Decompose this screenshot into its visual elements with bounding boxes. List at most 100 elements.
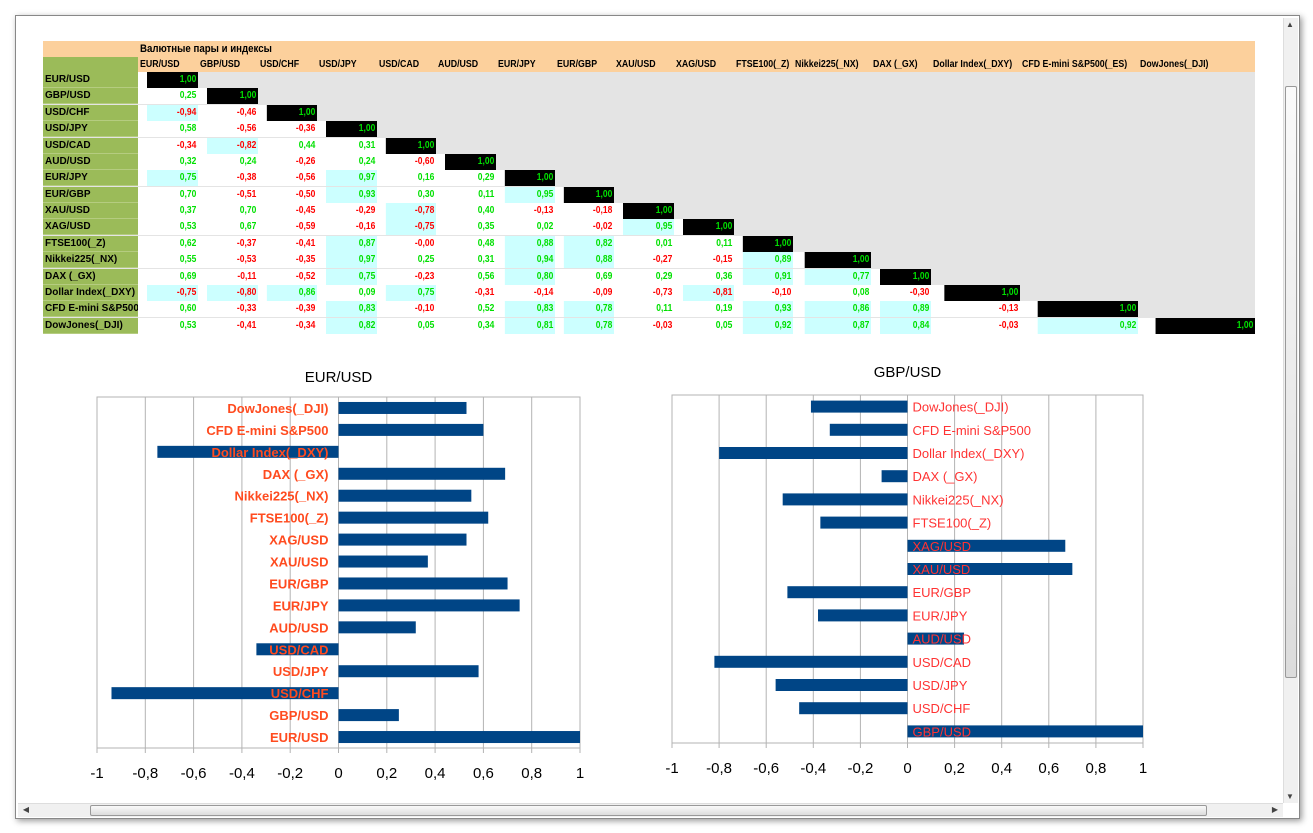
category-label: EUR/USD xyxy=(270,730,329,745)
row-header: DAX (_GX) xyxy=(43,268,138,285)
category-label: GBP/USD xyxy=(913,724,972,739)
correlation-cell: 0,83 xyxy=(504,301,555,318)
correlation-cell: 0,31 xyxy=(326,137,377,154)
category-label: EUR/GBP xyxy=(269,576,329,591)
correlation-cell: -0,51 xyxy=(207,186,258,203)
vertical-scroll-thumb[interactable] xyxy=(1285,86,1297,678)
x-tick-label: 0,8 xyxy=(521,765,542,782)
correlation-cell: -0,50 xyxy=(266,186,317,203)
bar xyxy=(338,489,472,502)
correlation-cell: -0,33 xyxy=(207,301,258,318)
bar xyxy=(338,621,416,634)
correlation-cell: -0,26 xyxy=(266,153,317,170)
correlation-cell: 0,75 xyxy=(326,268,377,285)
column-header: FTSE100(_Z) xyxy=(736,59,790,70)
category-label: FTSE100(_Z) xyxy=(250,511,329,526)
correlation-cell: -0,14 xyxy=(504,284,555,301)
bar xyxy=(338,665,479,678)
correlation-cell: -0,41 xyxy=(207,317,258,334)
horizontal-scrollbar[interactable]: ◀ ▶ xyxy=(18,803,1283,817)
correlation-cell: 0,95 xyxy=(504,186,555,203)
diagonal-cell: 1,00 xyxy=(563,186,614,203)
correlation-cell: -0,75 xyxy=(385,219,436,236)
correlation-cell: -0,80 xyxy=(207,284,258,301)
category-label: XAG/USD xyxy=(913,539,972,554)
scroll-down-icon[interactable]: ▼ xyxy=(1286,792,1294,801)
x-tick-label: 1 xyxy=(576,765,584,782)
x-tick-label: -1 xyxy=(665,760,678,777)
diagonal-cell: 1,00 xyxy=(623,203,674,220)
correlation-cell: 0,62 xyxy=(147,235,198,252)
scroll-up-icon[interactable]: ▲ xyxy=(1286,20,1294,29)
x-tick-label: 0 xyxy=(903,760,911,777)
correlation-cell: -0,02 xyxy=(563,219,614,236)
correlation-cell: 0,70 xyxy=(147,186,198,203)
x-tick-label: -0,8 xyxy=(132,765,158,782)
bar xyxy=(818,609,908,622)
correlation-cell: -0,75 xyxy=(147,284,198,301)
row-header: GBP/USD xyxy=(43,88,138,105)
diagonal-cell: 1,00 xyxy=(1037,301,1138,318)
horizontal-scroll-thumb[interactable] xyxy=(90,805,1207,816)
scroll-left-icon[interactable]: ◀ xyxy=(22,805,30,814)
category-label: DAX (_GX) xyxy=(913,469,978,484)
diagonal-cell: 1,00 xyxy=(683,219,734,236)
correlation-cell: 0,30 xyxy=(385,186,436,203)
correlation-cell: 0,83 xyxy=(326,301,377,318)
column-header: DowJones(_DJI) xyxy=(1140,59,1209,70)
correlation-cell: -0,15 xyxy=(683,252,734,269)
correlation-cell: 0,53 xyxy=(147,219,198,236)
correlation-cell: -0,56 xyxy=(207,121,258,138)
row-header: Dollar Index(_DXY) xyxy=(43,284,138,301)
category-label: DAX (_GX) xyxy=(263,467,329,482)
x-tick-label: -0,8 xyxy=(706,760,732,777)
correlation-cell: 0,40 xyxy=(445,203,496,220)
vertical-scrollbar[interactable]: ▲ ▼ xyxy=(1283,18,1298,803)
diagonal-cell: 1,00 xyxy=(804,252,871,269)
diagonal-cell: 1,00 xyxy=(445,153,496,170)
bar xyxy=(829,423,908,436)
bar xyxy=(810,400,908,413)
category-label: XAG/USD xyxy=(269,533,328,548)
diagonal-cell: 1,00 xyxy=(207,88,258,105)
correlation-cell: 0,91 xyxy=(742,268,793,285)
bar xyxy=(799,702,908,715)
category-label: USD/CHF xyxy=(913,701,971,716)
correlation-cell: 0,88 xyxy=(504,235,555,252)
correlation-cell: 0,94 xyxy=(504,252,555,269)
correlation-cell: 0,56 xyxy=(445,268,496,285)
correlation-cell: -0,13 xyxy=(504,203,555,220)
category-label: XAU/USD xyxy=(913,562,971,577)
correlation-cell: 0,02 xyxy=(504,219,555,236)
row-header: USD/CHF xyxy=(43,104,138,121)
category-label: Nikkei225(_NX) xyxy=(913,492,1004,507)
bar xyxy=(256,643,339,656)
bar xyxy=(820,516,908,529)
correlation-cell: 0,05 xyxy=(683,317,734,334)
bar xyxy=(907,563,1073,575)
category-label: USD/CHF xyxy=(271,686,329,701)
x-tick-label: 1 xyxy=(1139,760,1147,777)
correlation-cell: -0,35 xyxy=(266,252,317,269)
correlation-cell: -0,59 xyxy=(266,219,317,236)
correlation-cell: 0,55 xyxy=(147,252,198,269)
column-header: EUR/JPY xyxy=(498,59,536,70)
correlation-cell: -0,29 xyxy=(326,203,377,220)
diagonal-cell: 1,00 xyxy=(326,121,377,138)
correlation-cell: 0,09 xyxy=(326,284,377,301)
x-tick-label: -0,2 xyxy=(847,760,873,777)
correlation-cell: -0,39 xyxy=(266,301,317,318)
table-header-band xyxy=(43,41,1255,72)
correlation-cell: -0,73 xyxy=(623,284,674,301)
bar xyxy=(907,539,1066,552)
correlation-cell: -0,13 xyxy=(944,301,1020,318)
column-header: XAG/USD xyxy=(676,59,717,70)
scroll-right-icon[interactable]: ▶ xyxy=(1271,805,1279,814)
diagonal-cell: 1,00 xyxy=(1155,317,1255,334)
correlation-cell: -0,34 xyxy=(147,137,198,154)
correlation-cell: -0,45 xyxy=(266,203,317,220)
correlation-cell: -0,10 xyxy=(742,284,793,301)
correlation-cell: -0,10 xyxy=(385,301,436,318)
correlation-cell: 0,58 xyxy=(147,121,198,138)
bar xyxy=(907,725,1143,738)
